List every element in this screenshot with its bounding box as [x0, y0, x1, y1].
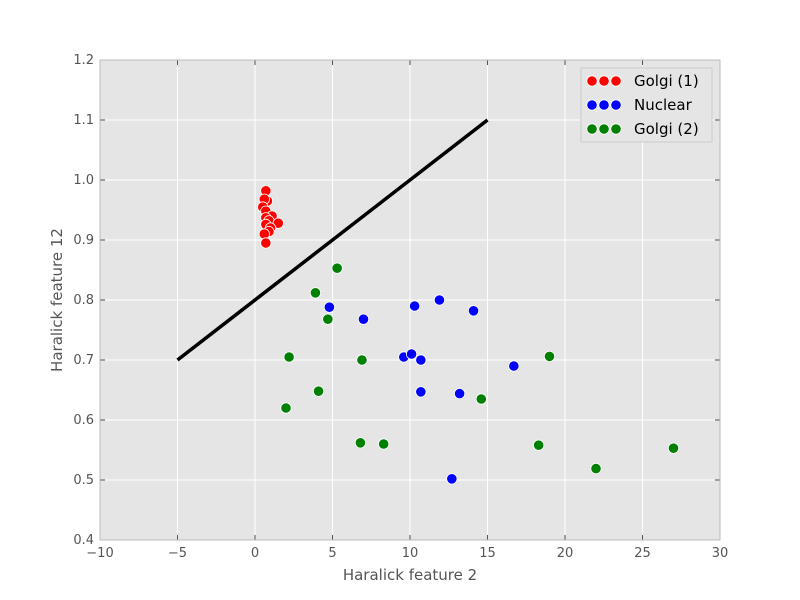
x-tick-label: −5: [168, 546, 187, 561]
point-golgi-2: [590, 462, 602, 475]
point-golgi-2: [283, 351, 295, 363]
point-golgi-2: [280, 402, 292, 414]
legend-marker-golgi-2: [598, 123, 610, 135]
x-tick-label: −10: [86, 546, 113, 561]
x-tick-label: 10: [402, 546, 419, 561]
y-tick-label: 0.5: [73, 473, 94, 488]
y-tick-label: 1.0: [73, 173, 94, 188]
x-tick-label: 30: [712, 546, 729, 561]
legend: Golgi (1) Nuclear Golgi (2): [580, 67, 713, 143]
point-golgi-2: [543, 350, 556, 362]
decision-boundary-line: [176, 118, 489, 362]
point-nuclear: [433, 294, 446, 306]
legend-marker-nuclear: [610, 99, 622, 111]
point-nuclear: [405, 348, 418, 360]
legend-marker-golgi-2: [586, 123, 598, 135]
point-golgi-2: [309, 287, 322, 299]
x-tick-label: 0: [251, 546, 259, 561]
point-golgi-2: [475, 393, 487, 405]
point-golgi-2: [356, 354, 368, 366]
x-tick-label: 15: [479, 546, 496, 561]
y-tick-label: 1.2: [73, 53, 94, 68]
x-tick-label: 20: [557, 546, 574, 561]
legend-marker-golgi-1: [610, 75, 622, 87]
legend-label-golgi-1: Golgi (1): [634, 72, 699, 90]
point-golgi-2: [667, 442, 680, 454]
x-tick-labels: −10 −5 0 5 10 15 20 25 30: [86, 546, 728, 561]
legend-marker-golgi-1: [598, 75, 610, 87]
plot-frame: [99, 59, 721, 541]
x-tick-label: 5: [328, 546, 336, 561]
point-nuclear: [415, 386, 427, 398]
boundary-line-layer: [176, 118, 489, 362]
point-nuclear: [357, 313, 370, 325]
y-tick-label: 0.9: [73, 233, 94, 248]
y-axis-label: Haralick feature 12: [48, 228, 66, 372]
x-axis-label: Haralick feature 2: [343, 566, 477, 584]
y-tick-label: 0.7: [73, 353, 94, 368]
point-golgi-2: [331, 262, 343, 274]
legend-marker-golgi-1: [586, 75, 598, 87]
legend-marker-golgi-2: [610, 123, 622, 135]
y-tick-labels: 0.4 0.5 0.6 0.7 0.8 0.9 1.0 1.1 1.2: [73, 53, 94, 548]
x-tick-label: 25: [634, 546, 651, 561]
legend-label-golgi-2: Golgi (2): [634, 120, 699, 138]
point-nuclear: [409, 300, 421, 312]
point-golgi-2: [533, 439, 545, 451]
point-nuclear: [453, 387, 466, 400]
point-nuclear: [415, 354, 427, 366]
legend-marker-nuclear: [598, 99, 610, 111]
legend-marker-nuclear: [586, 99, 598, 111]
point-golgi-2: [312, 385, 325, 397]
point-nuclear: [446, 473, 458, 485]
legend-label-nuclear: Nuclear: [634, 96, 693, 114]
point-nuclear: [508, 360, 520, 372]
point-golgi-2: [378, 438, 390, 450]
point-golgi-1: [260, 237, 272, 249]
y-tick-label: 0.4: [73, 533, 94, 548]
data-points-layer: [257, 185, 680, 485]
y-tick-label: 0.8: [73, 293, 94, 308]
point-nuclear: [467, 305, 480, 317]
point-golgi-2: [354, 437, 366, 449]
y-tick-label: 1.1: [73, 113, 94, 128]
point-nuclear: [323, 301, 335, 313]
y-tick-label: 0.6: [73, 413, 94, 428]
point-golgi-2: [322, 313, 334, 325]
